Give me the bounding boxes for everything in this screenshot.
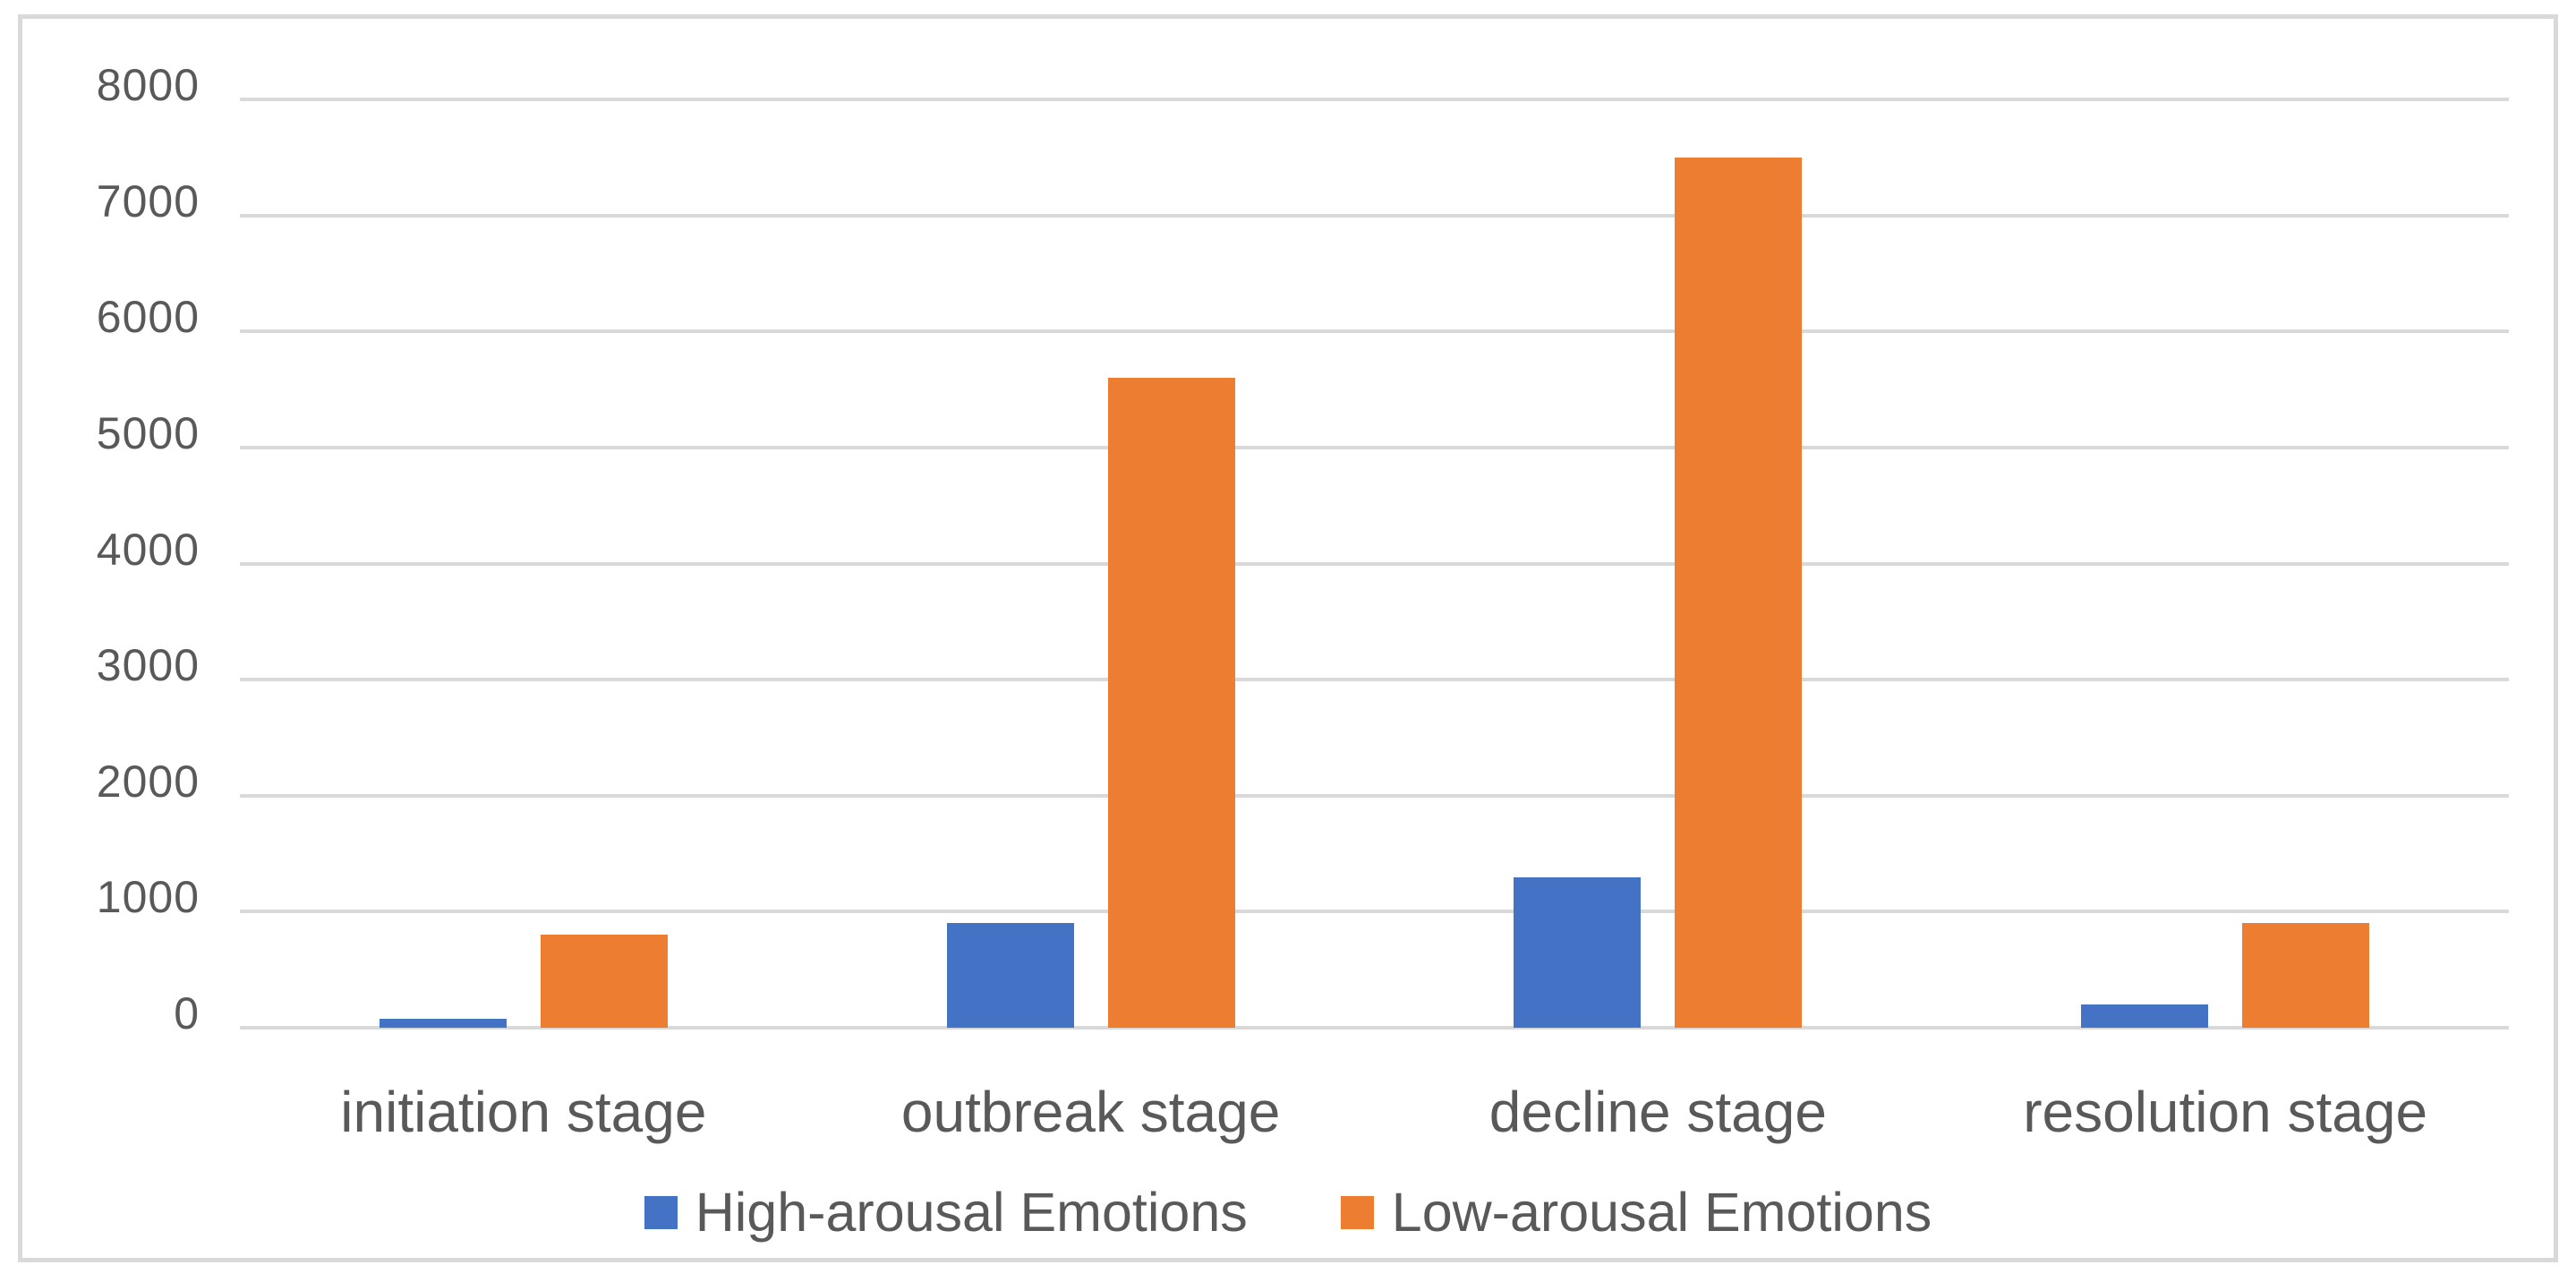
legend-swatch-low-arousal-emotions	[1340, 1195, 1374, 1229]
y-gridline-5000	[240, 445, 2509, 449]
y-tick-label-4000: 4000	[96, 524, 200, 575]
y-tick-label-7000: 7000	[96, 175, 200, 226]
legend-entry-high-arousal-emotions: High-arousal Emotions	[644, 1179, 1248, 1245]
y-tick-label-6000: 6000	[96, 292, 200, 343]
bar-high-arousal-emotions-resolution-stage	[2081, 1004, 2209, 1028]
plot-area	[240, 98, 2509, 1030]
chart-frame: 0 1000 2000 3000 4000 5000 6000 7000 8000 initia…	[18, 14, 2558, 1262]
bar-low-arousal-emotions-outbreak-stage	[1107, 378, 1235, 1028]
x-category-label-outbreak-stage: outbreak stage	[900, 1080, 1281, 1144]
y-gridline-2000	[240, 793, 2509, 798]
bar-high-arousal-emotions-decline-stage	[1514, 876, 1642, 1028]
bar-low-arousal-emotions-decline-stage	[1675, 157, 1803, 1028]
legend-label-high-arousal-emotions: High-arousal Emotions	[695, 1182, 1248, 1243]
y-tick-label-0: 0	[174, 988, 200, 1038]
y-gridline-6000	[240, 329, 2509, 334]
y-gridline-1000	[240, 910, 2509, 914]
y-gridline-8000	[240, 98, 2509, 101]
x-category-label-decline-stage: decline stage	[1488, 1080, 1827, 1144]
x-category-label-resolution-stage: resolution stage	[2023, 1080, 2428, 1144]
legend-entry-low-arousal-emotions: Low-arousal Emotions	[1340, 1179, 1932, 1245]
bar-group-initiation-stage	[240, 99, 807, 1028]
y-tick-label-5000: 5000	[96, 407, 200, 458]
bar-group-resolution-stage	[1941, 99, 2509, 1028]
bar-group-outbreak-stage	[807, 99, 1375, 1028]
y-tick-label-8000: 8000	[96, 60, 200, 110]
legend: High-arousal Emotions Low-arousal Emotion…	[22, 1179, 2554, 1245]
legend-swatch-high-arousal-emotions	[644, 1195, 678, 1229]
bar-low-arousal-emotions-resolution-stage	[2242, 923, 2370, 1028]
bar-group-decline-stage	[1375, 99, 1942, 1028]
x-category-label-initiation-stage: initiation stage	[340, 1080, 707, 1144]
y-tick-label-2000: 2000	[96, 756, 200, 807]
bar-low-arousal-emotions-initiation-stage	[540, 935, 668, 1028]
y-gridline-3000	[240, 678, 2509, 682]
bar-high-arousal-emotions-outbreak-stage	[946, 923, 1074, 1028]
y-tick-label-1000: 1000	[96, 872, 200, 923]
y-gridline-0	[240, 1026, 2509, 1030]
y-gridline-7000	[240, 213, 2509, 218]
y-gridline-4000	[240, 561, 2509, 566]
legend-label-low-arousal-emotions: Low-arousal Emotions	[1391, 1182, 1932, 1243]
y-tick-label-3000: 3000	[96, 640, 200, 691]
bar-high-arousal-emotions-initiation-stage	[379, 1018, 507, 1028]
